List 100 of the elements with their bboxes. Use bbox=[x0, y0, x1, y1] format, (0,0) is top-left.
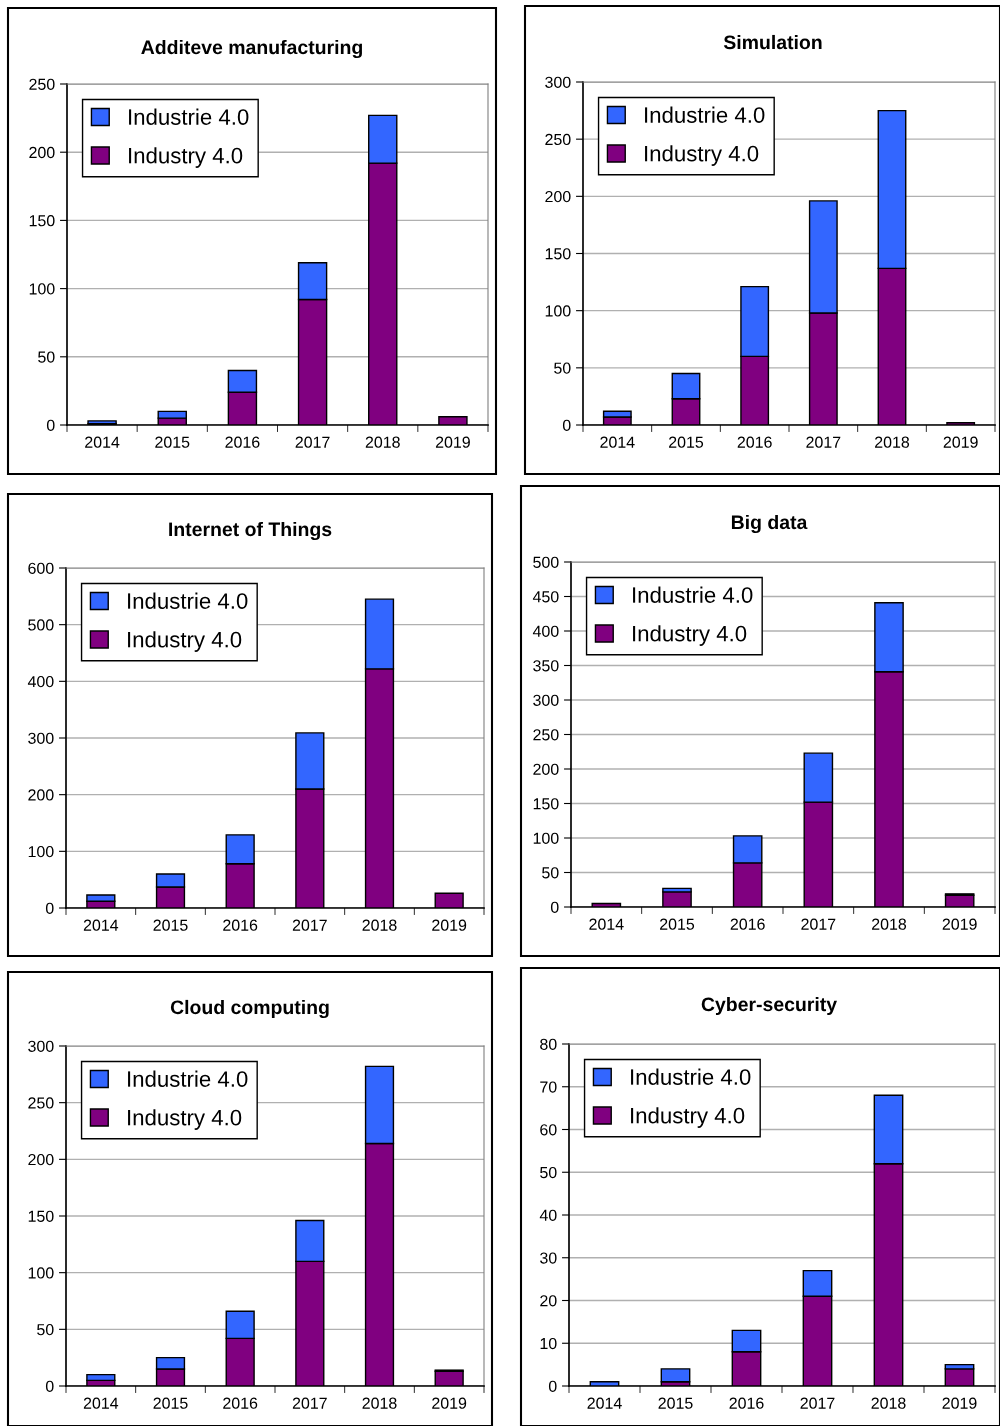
y-tick-label: 100 bbox=[28, 1267, 54, 1279]
y-tick-label: 250 bbox=[29, 78, 55, 90]
y-tick-label: 150 bbox=[28, 1210, 54, 1222]
y-tick-label: 50 bbox=[37, 1323, 54, 1336]
x-tick-label: 2017 bbox=[295, 436, 330, 448]
y-tick-label: 30 bbox=[540, 1252, 557, 1264]
x-tick-label: 2019 bbox=[942, 918, 977, 930]
legend-label: Industrie 4.0 bbox=[128, 592, 248, 609]
x-tick-label: 2018 bbox=[365, 436, 400, 448]
y-tick-label: 0 bbox=[562, 419, 571, 431]
y-tick-label: 0 bbox=[45, 902, 54, 914]
x-tick-label: 2016 bbox=[730, 918, 765, 930]
y-tick-label: 0 bbox=[548, 1380, 557, 1392]
x-tick-label: 2015 bbox=[660, 918, 695, 930]
x-tick-label: 2017 bbox=[292, 1397, 327, 1409]
x-tick-label: 2017 bbox=[800, 1397, 835, 1409]
x-tick-label: 2014 bbox=[83, 1397, 119, 1409]
y-tick-label: 100 bbox=[533, 832, 559, 844]
x-tick-label: 2015 bbox=[155, 436, 190, 448]
y-tick-label: 400 bbox=[27, 675, 54, 688]
x-tick-label: 2014 bbox=[600, 436, 635, 448]
y-tick-label: 100 bbox=[545, 305, 571, 317]
y-tick-label: 50 bbox=[38, 351, 55, 363]
legend-label: Industrie 4.0 bbox=[633, 586, 753, 603]
y-tick-label: 10 bbox=[540, 1337, 557, 1350]
x-tick-label: 2014 bbox=[589, 918, 624, 930]
y-tick-label: 60 bbox=[540, 1124, 557, 1136]
y-tick-label: 0 bbox=[46, 419, 55, 431]
legend-label: Industry 4.0 bbox=[645, 145, 759, 166]
y-tick-label: 40 bbox=[539, 1209, 557, 1221]
y-tick-label: 100 bbox=[28, 845, 54, 858]
y-tick-label: 300 bbox=[28, 732, 54, 744]
x-tick-label: 2016 bbox=[737, 436, 772, 448]
x-tick-label: 2015 bbox=[658, 1397, 693, 1409]
y-tick-label: 250 bbox=[545, 133, 571, 146]
x-tick-label: 2014 bbox=[587, 1397, 622, 1409]
y-tick-label: 50 bbox=[554, 362, 571, 374]
y-tick-label: 200 bbox=[28, 1153, 54, 1166]
x-tick-label: 2018 bbox=[362, 919, 397, 931]
y-tick-label: 200 bbox=[29, 146, 55, 159]
x-tick-label: 2019 bbox=[432, 1397, 467, 1409]
x-tick-label: 2017 bbox=[292, 919, 327, 931]
x-tick-label: 2019 bbox=[942, 1397, 977, 1409]
y-tick-label: 20 bbox=[540, 1295, 557, 1307]
x-tick-label: 2014 bbox=[85, 436, 120, 448]
y-tick-label: 0 bbox=[45, 1380, 54, 1392]
x-tick-label: 2018 bbox=[872, 918, 907, 930]
legend-label: Industry 4.0 bbox=[633, 625, 747, 646]
y-tick-label: 50 bbox=[542, 867, 559, 879]
legend-label: Industrie 4.0 bbox=[631, 1068, 751, 1085]
x-tick-label: 2015 bbox=[153, 919, 188, 931]
chart-title: Simulation bbox=[723, 34, 822, 50]
x-tick-label: 2017 bbox=[806, 436, 841, 448]
y-tick-label: 200 bbox=[545, 190, 571, 203]
y-tick-label: 200 bbox=[28, 789, 54, 801]
x-tick-label: 2017 bbox=[801, 918, 836, 930]
y-tick-label: 600 bbox=[28, 562, 54, 574]
legend-label: Industrie 4.0 bbox=[645, 106, 765, 123]
x-tick-label: 2015 bbox=[153, 1397, 188, 1409]
x-tick-label: 2019 bbox=[943, 436, 978, 448]
y-tick-label: 300 bbox=[28, 1040, 54, 1052]
legend-label: Industry 4.0 bbox=[128, 631, 242, 652]
y-tick-label: 50 bbox=[540, 1166, 557, 1179]
x-tick-label: 2015 bbox=[669, 436, 704, 448]
chart-title: Additeve manufacturing bbox=[141, 39, 362, 59]
x-tick-label: 2016 bbox=[223, 1397, 258, 1409]
legend-label: Industrie 4.0 bbox=[129, 108, 249, 125]
y-tick-label: 250 bbox=[533, 729, 559, 741]
x-tick-label: 2014 bbox=[83, 919, 119, 931]
y-tick-label: 150 bbox=[29, 215, 55, 227]
y-tick-label: 450 bbox=[532, 591, 559, 603]
y-tick-label: 400 bbox=[532, 625, 559, 637]
y-tick-label: 500 bbox=[28, 619, 54, 631]
chart-title: Big data bbox=[731, 514, 808, 534]
legend-label: Industry 4.0 bbox=[128, 1109, 242, 1130]
x-tick-label: 2016 bbox=[225, 436, 260, 448]
legend-label: Industry 4.0 bbox=[129, 147, 243, 168]
y-tick-label: 70 bbox=[540, 1081, 557, 1093]
x-tick-label: 2016 bbox=[223, 919, 258, 931]
legend-label: Industrie 4.0 bbox=[128, 1070, 248, 1087]
y-tick-label: 150 bbox=[545, 248, 571, 260]
y-tick-label: 350 bbox=[533, 660, 559, 672]
y-tick-label: 250 bbox=[28, 1097, 54, 1109]
x-tick-label: 2018 bbox=[871, 1397, 906, 1409]
x-tick-label: 2018 bbox=[875, 436, 910, 448]
x-tick-label: 2019 bbox=[435, 436, 470, 448]
chart-title: Cloud computing bbox=[170, 999, 329, 1019]
y-tick-label: 80 bbox=[540, 1038, 557, 1050]
y-tick-label: 500 bbox=[533, 556, 559, 568]
y-tick-label: 200 bbox=[533, 763, 559, 775]
legend-label: Industry 4.0 bbox=[631, 1107, 745, 1128]
y-tick-label: 0 bbox=[550, 901, 559, 913]
chart-title: Internet of Things bbox=[169, 521, 332, 541]
x-tick-label: 2019 bbox=[432, 919, 467, 931]
x-tick-label: 2016 bbox=[729, 1397, 764, 1409]
y-tick-label: 300 bbox=[545, 76, 571, 88]
y-tick-label: 100 bbox=[29, 283, 55, 295]
x-tick-label: 2018 bbox=[362, 1397, 397, 1409]
chart-title: Cyber-security bbox=[701, 996, 837, 1016]
y-tick-label: 150 bbox=[533, 798, 559, 810]
